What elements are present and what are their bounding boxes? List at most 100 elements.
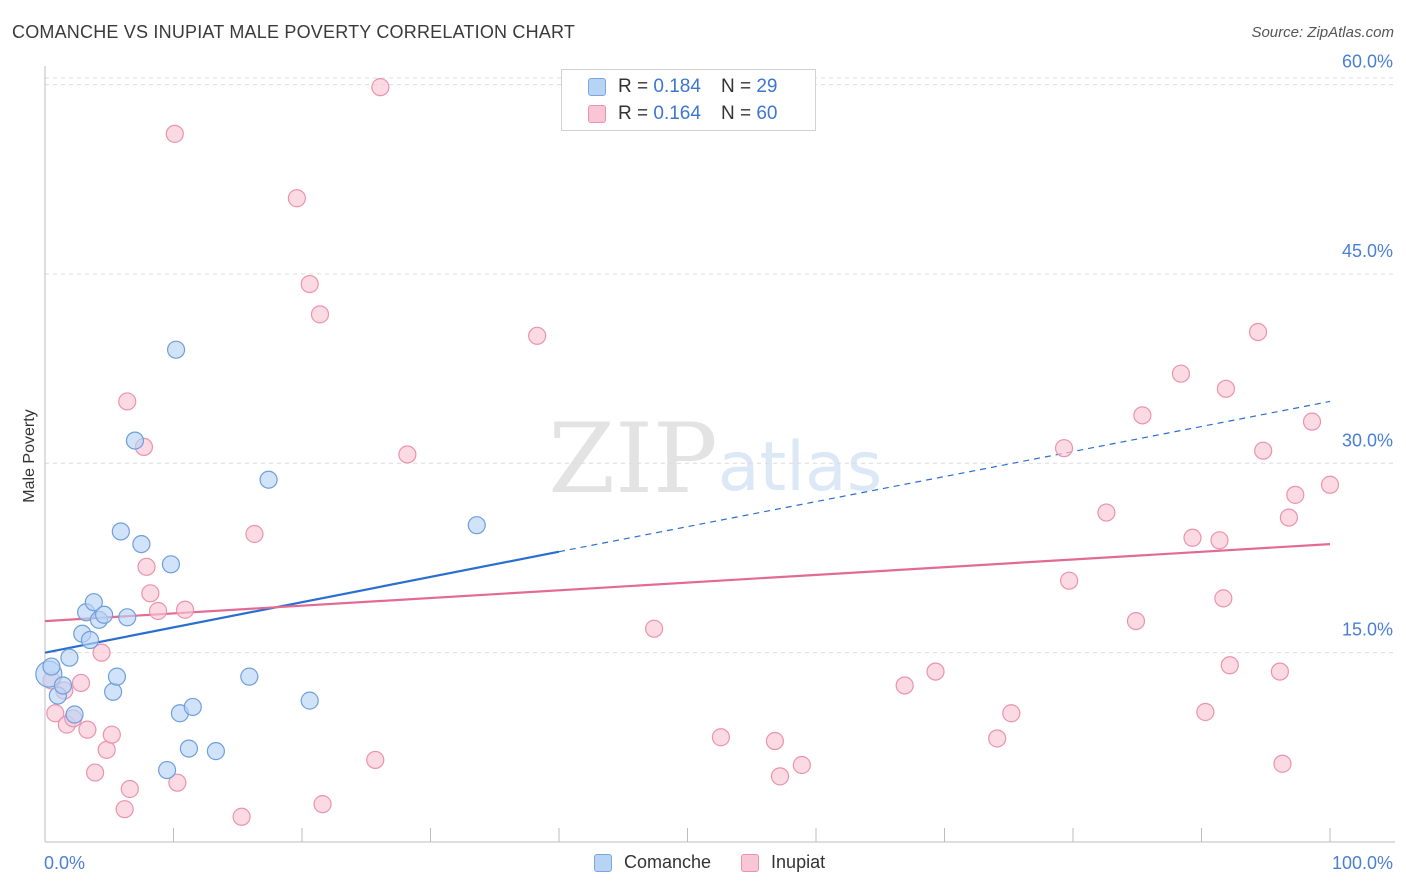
point-comanche [132,534,151,554]
series-legend-comanche[interactable]: Comanche [594,852,711,873]
point-comanche [65,705,84,724]
legend-swatch-inupiat [588,105,606,123]
point-inupiat [1133,406,1152,425]
point-inupiat [1286,485,1305,504]
point-inupiat [1126,611,1146,631]
point-comanche [111,522,130,541]
point-inupiat [97,740,116,759]
point-inupiat [366,750,385,770]
point-inupiat [711,728,731,747]
x-tick-label: 0.0% [44,853,85,873]
trend-line-comanche [44,550,560,654]
point-comanche [107,667,127,686]
legend-n-label: N = [720,76,752,97]
point-inupiat [175,600,195,619]
point-inupiat [1002,704,1021,723]
point-inupiat [1302,412,1322,431]
point-inupiat [1054,439,1074,458]
point-inupiat [1254,441,1273,460]
legend-r-label: R = [618,103,649,124]
point-comanche [157,760,177,780]
watermark-atlas: atlas [718,428,882,507]
point-inupiat [926,662,945,681]
point-comanche [259,470,278,489]
y-tick-labels: 15.0% 30.0% 45.0% 60.0% [1342,52,1393,640]
scatter-points [35,78,1340,826]
gridlines [45,77,1395,654]
point-comanche [84,593,103,612]
point-inupiat [1214,589,1233,608]
chart-title: COMANCHE VS INUPIAT MALE POVERTY CORRELA… [12,22,576,42]
axes [44,66,1395,843]
y-axis-label: Male Poverty [21,409,38,502]
trend-extension-comanche [558,400,1331,553]
point-inupiat [168,773,187,792]
point-comanche [60,648,79,667]
point-comanche [300,691,319,710]
series-legend-label: Inupiat [771,852,826,872]
legend-r-label: R = [618,76,649,97]
series-swatch-inupiat [741,853,760,872]
series-legend-inupiat[interactable]: Inupiat [741,852,825,873]
point-inupiat [1320,475,1340,494]
point-inupiat [71,673,91,693]
point-inupiat [398,445,417,464]
point-inupiat [792,755,811,775]
y-tick-label: 45.0% [1342,241,1393,261]
point-inupiat [118,392,137,411]
point-inupiat [644,619,664,638]
point-inupiat [1279,508,1298,527]
point-inupiat [1220,656,1239,675]
correlation-legend: R = 0.184 N = 29 R = 0.164 N = 60 [561,69,816,131]
point-inupiat [1248,322,1268,342]
point-inupiat [988,729,1007,748]
point-inupiat [1216,379,1236,398]
watermark: ZIP atlas [548,403,882,515]
point-comanche [161,555,181,574]
series-legend: Comanche Inupiat [594,852,855,873]
point-comanche [125,431,145,450]
point-comanche [42,657,61,676]
point-inupiat [102,725,121,744]
point-inupiat [115,800,134,819]
legend-r-value: 0.164 [653,103,701,124]
trend-lines [44,400,1331,654]
legend-row-comanche: R = 0.184 N = 29 [588,74,777,100]
point-comanche [118,608,137,627]
point-inupiat [120,779,139,799]
legend-n-label: N = [720,103,752,124]
point-inupiat [137,557,156,576]
point-inupiat [165,124,184,143]
point-inupiat [232,807,251,826]
point-comanche [240,667,259,686]
point-inupiat [1273,754,1292,773]
point-comanche [467,516,486,535]
point-comanche [104,682,123,701]
source-label: Source: ZipAtlas.com [1251,24,1394,41]
point-inupiat [1183,528,1202,547]
watermark-zip: ZIP [548,403,717,515]
point-inupiat [300,274,319,294]
point-inupiat [770,767,790,786]
point-inupiat [313,795,332,814]
series-legend-label: Comanche [624,852,712,872]
point-inupiat [528,326,547,345]
point-inupiat [1171,364,1191,383]
y-tick-label: 60.0% [1342,52,1393,72]
point-inupiat [1060,571,1079,590]
point-comanche [179,739,199,758]
point-inupiat [1097,503,1116,522]
y-tick-label: 15.0% [1342,620,1393,640]
point-inupiat [1210,531,1229,550]
point-inupiat [287,189,306,208]
point-inupiat [46,704,65,723]
point-comanche [53,676,73,695]
point-comanche [95,605,114,624]
point-inupiat [310,305,330,324]
y-tick-label: 30.0% [1342,430,1393,450]
point-comanche [166,340,186,359]
legend-n-value: 60 [756,103,778,124]
point-inupiat [371,78,390,97]
point-inupiat [148,601,168,621]
